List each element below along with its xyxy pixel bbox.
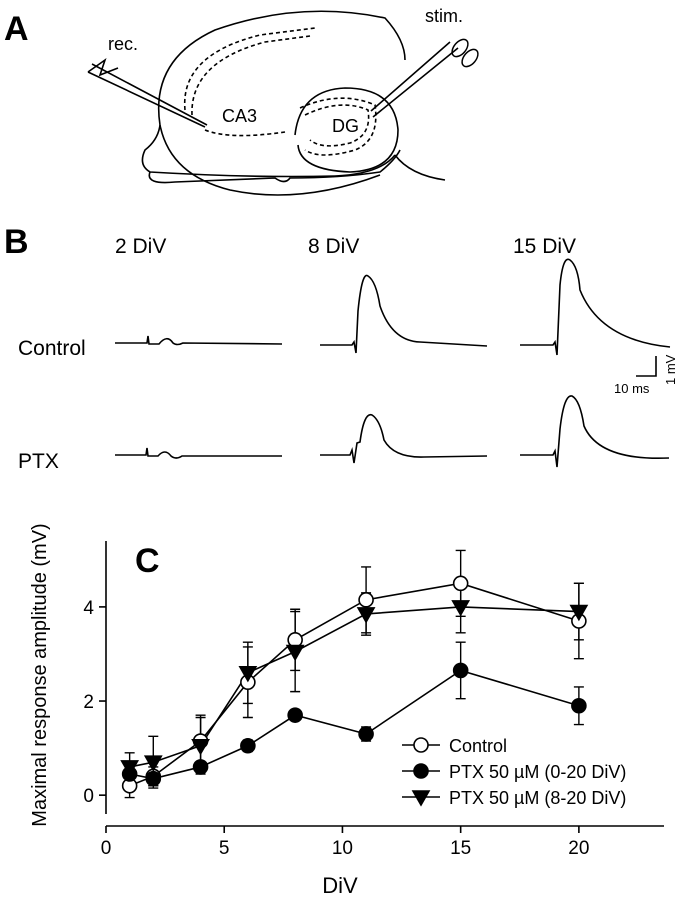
y-tick-label: 2 [83, 692, 94, 713]
scale-label: 10 ms [614, 381, 650, 396]
marker [358, 592, 374, 608]
x-tick-label: 10 [332, 838, 353, 859]
legend-label: Control [449, 736, 507, 756]
annotation: CA3 [222, 106, 257, 126]
x-tick-label: 0 [101, 838, 112, 859]
y-tick-label: 4 [83, 598, 94, 619]
panel-label: A [4, 10, 29, 48]
legend-marker [413, 737, 429, 753]
column-label: 2 DiV [115, 235, 166, 258]
hippocampus-diagram [87, 10, 479, 196]
traces [115, 258, 671, 468]
marker [358, 726, 374, 742]
legend-marker [413, 763, 429, 779]
legend-marker [411, 790, 431, 807]
marker [571, 697, 587, 714]
series-line [129, 669, 580, 780]
panel-label: B [4, 223, 29, 261]
marker [285, 644, 305, 662]
x-tick-label: 20 [568, 838, 589, 859]
x-tick-label: 15 [450, 838, 471, 859]
marker [191, 738, 210, 756]
marker [143, 755, 163, 772]
marker [192, 759, 209, 775]
marker [287, 707, 303, 723]
marker [120, 760, 140, 777]
marker [452, 575, 469, 592]
legend-label: PTX 50 µM (8-20 DiV) [449, 788, 626, 808]
marker [356, 607, 376, 624]
column-label: 8 DiV [308, 235, 359, 258]
y-axis-label: Maximal response amplitude (mV) [29, 523, 51, 826]
marker [451, 600, 471, 617]
marker [238, 665, 258, 683]
annotation: rec. [108, 34, 138, 54]
series-line [129, 582, 580, 787]
annotation: stim. [425, 6, 463, 26]
annotation: DG [332, 116, 359, 136]
x-axis-label: DiV [322, 873, 358, 898]
marker [287, 632, 303, 648]
marker [240, 737, 256, 754]
panel-label: C [135, 542, 160, 580]
series-line [129, 606, 579, 768]
column-label: 15 DiV [513, 235, 576, 258]
legend-label: PTX 50 µM (0-20 DiV) [449, 762, 626, 782]
marker [569, 604, 589, 622]
x-tick-label: 5 [219, 838, 230, 859]
scale-label: 1 mV [663, 354, 678, 385]
row-label: PTX [18, 450, 59, 473]
marker [452, 662, 469, 679]
y-tick-label: 0 [83, 786, 94, 807]
marker [145, 770, 162, 787]
row-label: Control [18, 337, 86, 360]
